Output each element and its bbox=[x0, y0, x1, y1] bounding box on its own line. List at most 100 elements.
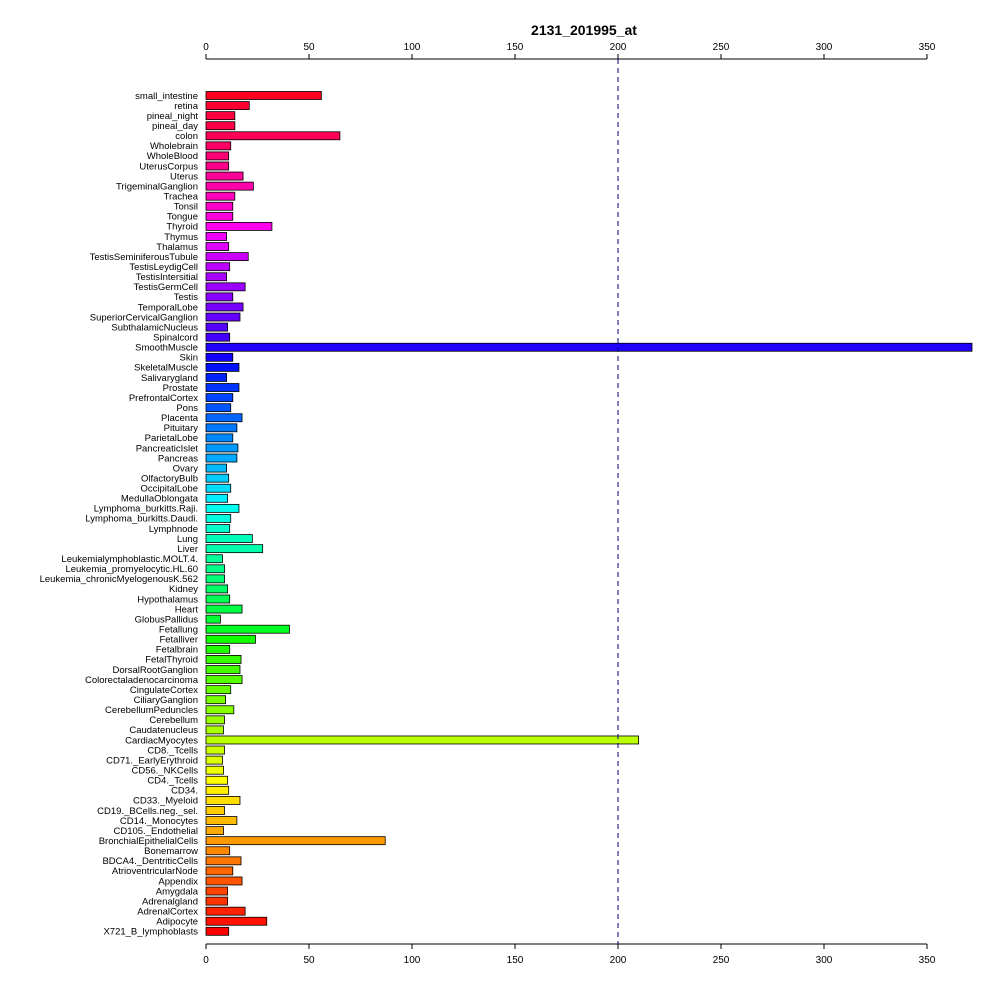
bar bbox=[205, 715, 225, 725]
category-label: AtrioventricularNode bbox=[112, 866, 198, 877]
category-label: CD56._NKCells bbox=[131, 765, 198, 776]
bar bbox=[205, 282, 246, 292]
category-label: SmoothMuscle bbox=[135, 343, 198, 354]
bar bbox=[205, 896, 229, 906]
bar bbox=[205, 423, 238, 433]
bar bbox=[205, 816, 238, 825]
bar bbox=[205, 614, 221, 624]
bar bbox=[205, 574, 225, 584]
bar bbox=[205, 735, 640, 745]
bar bbox=[205, 554, 223, 564]
category-label: CD4._Tcells bbox=[147, 776, 198, 787]
category-label: CingulateCortex bbox=[130, 685, 198, 696]
chart-title: 2131_201995_at bbox=[531, 22, 637, 38]
top-tick-label: 150 bbox=[507, 42, 524, 53]
category-label: Thyroid bbox=[166, 222, 198, 233]
top-tick-label: 200 bbox=[610, 42, 627, 53]
category-label: CD19._BCells.neg._sel. bbox=[97, 806, 198, 817]
category-label: Fetalliver bbox=[159, 635, 198, 646]
bar bbox=[205, 121, 236, 131]
bar bbox=[205, 91, 322, 100]
category-label: colon bbox=[175, 131, 198, 142]
bar bbox=[205, 413, 243, 423]
bar bbox=[205, 675, 243, 684]
bar bbox=[205, 483, 232, 493]
bottom-axis: 0 50 100 150 200 250 300 350 bbox=[203, 943, 936, 966]
bar bbox=[205, 846, 231, 856]
bar bbox=[205, 131, 341, 141]
bar bbox=[205, 765, 224, 775]
bar bbox=[205, 332, 231, 342]
bar bbox=[205, 272, 228, 282]
bar bbox=[205, 856, 242, 866]
bar bbox=[205, 916, 268, 926]
category-label: Lymphoma_burkitts.Raji. bbox=[94, 504, 198, 515]
top-axis: 0 50 100 150 200 250 300 350 bbox=[203, 42, 936, 60]
bar bbox=[205, 665, 241, 674]
category-label: OccipitalLobe bbox=[140, 484, 198, 495]
category-label: Caudatenucleus bbox=[129, 725, 198, 736]
bar bbox=[205, 292, 234, 302]
category-label: Adipocyte bbox=[156, 917, 198, 928]
bar bbox=[205, 433, 234, 443]
category-label: OlfactoryBulb bbox=[141, 473, 198, 484]
bar bbox=[205, 181, 254, 191]
bar bbox=[205, 383, 240, 392]
bar bbox=[205, 473, 230, 483]
bar bbox=[205, 342, 973, 352]
category-label: Pancreas bbox=[158, 453, 198, 464]
bottom-tick-label: 250 bbox=[713, 955, 730, 966]
category-label: SuperiorCervicalGanglion bbox=[90, 312, 198, 323]
category-label: Hypothalamus bbox=[137, 594, 198, 605]
bar bbox=[205, 725, 224, 735]
category-label: ParietalLobe bbox=[145, 433, 198, 444]
bar bbox=[205, 644, 231, 654]
category-label: CD14._Monocytes bbox=[120, 816, 198, 827]
top-tick-label: 300 bbox=[816, 42, 833, 53]
category-label: pineal_day bbox=[152, 121, 198, 132]
category-label: Trachea bbox=[164, 192, 199, 203]
category-label: WholeBlood bbox=[147, 151, 198, 162]
bar bbox=[205, 252, 249, 262]
category-label: CD105._Endothelial bbox=[113, 826, 198, 837]
category-label: Lymphnode bbox=[149, 524, 198, 535]
bar bbox=[205, 141, 232, 151]
bar bbox=[205, 634, 256, 644]
category-label: SkeletalMuscle bbox=[134, 363, 198, 374]
bar bbox=[205, 926, 230, 936]
category-label: retina bbox=[174, 101, 198, 112]
category-label: TestisGermCell bbox=[134, 282, 198, 293]
bar bbox=[205, 232, 228, 241]
bars bbox=[205, 91, 973, 936]
bar bbox=[205, 403, 232, 413]
category-label: FetalThyroid bbox=[145, 655, 198, 666]
bottom-tick-label: 50 bbox=[303, 955, 315, 966]
category-label: SubthalamicNucleus bbox=[111, 322, 198, 333]
category-label: X721_B_lymphoblasts bbox=[103, 927, 198, 938]
top-tick-label: 50 bbox=[303, 42, 315, 53]
bar bbox=[205, 866, 234, 876]
category-label: Cerebellum bbox=[149, 715, 198, 726]
bar bbox=[205, 544, 264, 554]
bar bbox=[205, 775, 229, 785]
bar bbox=[205, 796, 241, 805]
bar bbox=[205, 362, 240, 372]
category-label: Pituitary bbox=[164, 423, 199, 434]
bar bbox=[205, 111, 236, 121]
bar bbox=[205, 443, 239, 453]
category-label: Ovary bbox=[173, 463, 199, 474]
bar bbox=[205, 201, 234, 211]
bar bbox=[205, 463, 228, 473]
bar bbox=[205, 101, 250, 110]
bar bbox=[205, 826, 224, 836]
bar bbox=[205, 745, 225, 755]
category-label: Lung bbox=[177, 534, 198, 545]
bar bbox=[205, 322, 229, 332]
bar bbox=[205, 584, 229, 594]
bar bbox=[205, 685, 232, 695]
bar bbox=[205, 906, 246, 916]
category-label: Pons bbox=[176, 403, 198, 414]
category-label: Appendix bbox=[158, 876, 198, 887]
bar bbox=[205, 222, 273, 231]
bar bbox=[205, 524, 231, 533]
